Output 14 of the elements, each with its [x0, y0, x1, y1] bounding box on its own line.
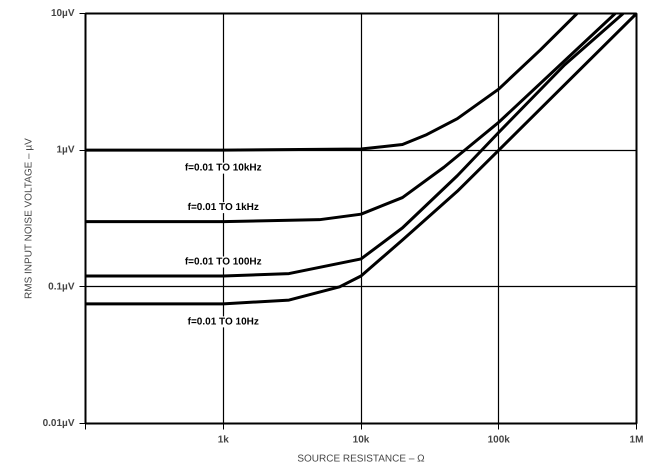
series-label: f=0.01 TO 1kHz — [188, 202, 259, 214]
series-label: f=0.01 TO 10Hz — [188, 316, 259, 328]
y-tick-label: 0.1µV — [48, 281, 75, 292]
y-axis-title: RMS INPUT NOISE VOLTAGE – µV — [24, 138, 35, 299]
x-axis-title: SOURCE RESISTANCE – Ω — [297, 454, 426, 464]
series-label: f=0.01 TO 100Hz — [184, 256, 262, 268]
y-tick-label: 0.01µV — [42, 418, 75, 429]
y-tick-label: 1µV — [56, 144, 75, 156]
x-tick-label: 10k — [352, 434, 370, 446]
y-tick-label: 10µV — [50, 8, 75, 19]
x-tick-label: 100k — [488, 434, 510, 446]
series-label: f=0.01 TO 10kHz — [184, 162, 262, 174]
x-tick-label: 1M — [630, 434, 644, 446]
x-tick-label: 1k — [218, 434, 230, 446]
